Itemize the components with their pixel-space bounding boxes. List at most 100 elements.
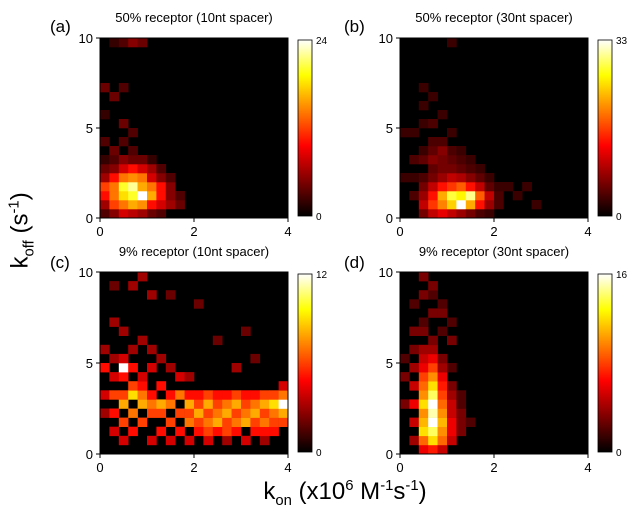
heatmap-cell [418,344,429,355]
heatmap-cell [428,381,438,391]
panel-label: (a) [50,17,71,36]
heatmap-cell [494,191,504,201]
heatmap-cell [447,146,457,156]
heatmap-cell [241,326,251,336]
heatmap-cell [418,435,429,446]
colorbar-max-label: 24 [316,36,328,47]
heatmap-cell [437,390,448,400]
heatmap-cell [418,182,429,192]
heatmap-cell [175,426,185,437]
heatmap-cell [447,38,457,48]
heatmap-cell [109,191,120,201]
heatmap-cell [128,281,138,291]
heatmap-cell [118,435,129,446]
heatmap-cell [194,390,204,400]
heatmap-cell [409,344,420,355]
heatmap-cell [137,173,148,183]
heatmap-cell [100,173,110,183]
y-tick-label: 5 [386,356,393,371]
heatmap-cell [147,200,157,210]
heatmap-cell [100,137,110,147]
x-tick-label: 4 [584,460,591,475]
heatmap-cell [212,426,223,437]
heatmap-cell [512,191,523,201]
heatmap-cell [118,191,129,201]
heatmap-cell [128,200,138,210]
heatmap-cell [241,408,251,418]
heatmap-cell [109,281,120,291]
heatmap-cell [259,399,270,409]
x-tick-label: 4 [584,224,591,239]
heatmap-cell [165,435,176,446]
heatmap-cell [128,128,138,138]
heatmap-cell [418,426,429,437]
heatmap-cell [118,372,129,382]
heatmap-cell [437,408,448,418]
heatmap-cell [231,390,242,400]
heatmap-cell [118,182,129,192]
y-tick-label: 5 [86,356,93,371]
heatmap-cell [128,191,138,201]
heatmap-cell [428,182,438,192]
panel-title: 9% receptor (10nt spacer) [119,244,269,259]
heatmap-cell [118,155,129,165]
heatmap-cell [147,209,157,219]
heatmap-cell [269,399,279,409]
colorbar-min-label: 0 [316,212,322,223]
heatmap-cell [456,408,467,418]
heatmap-cell [222,417,232,427]
heatmap-cell [475,209,485,219]
heatmap-cell [147,390,157,400]
heatmap-cell [100,182,110,192]
heatmap-cell [128,38,138,48]
heatmap-cell [184,372,195,382]
heatmap-cell [428,335,438,346]
heatmap-cell [128,381,138,391]
heatmap-cell [222,390,232,400]
heatmap-cell [437,191,448,201]
heatmap-cell [428,191,438,201]
heatmap-cell [437,164,448,174]
heatmap-panel-3: 0 2 4 0 5 10 (c) 9% receptor (10nt spacer) 12 0 [50,244,328,475]
heatmap-cell [109,146,120,156]
heatmap-cell [137,200,148,210]
heatmap-cell [137,417,148,427]
y-axis-label: koff (s-1) [6,191,38,269]
heatmap-cell [475,191,485,201]
heatmap-cell [278,381,289,391]
heatmap-cell [494,182,504,192]
heatmap-cell [465,173,476,183]
heatmap-cell [409,155,420,165]
heatmap-cell [100,155,110,165]
heatmap-cell [447,317,457,327]
heatmap-cell [409,191,420,201]
heatmap-cell [137,209,148,219]
heatmap-cell [418,146,429,156]
heatmap-cell [147,182,157,192]
colorbar-max-label: 33 [616,36,628,47]
heatmap-cell [428,399,438,409]
heatmap-cell [250,417,261,427]
heatmap-cell [400,173,410,183]
heatmap-cell [269,426,279,437]
heatmap-cell [484,182,495,192]
heatmap-cell [231,363,242,373]
heatmap-cell [259,417,270,427]
heatmap-cell [456,200,467,210]
heatmap-cell [118,363,129,373]
heatmap-cell [259,426,270,437]
heatmap-cell [118,390,129,400]
colorbar-max-label: 16 [616,270,628,281]
heatmap-cell [409,417,420,427]
heatmap-cell [409,173,420,183]
heatmap-cell [100,83,110,93]
heatmap-cell [418,209,429,219]
x-tick-label: 0 [396,460,403,475]
heatmap-cell [437,155,448,165]
heatmap-cell [222,435,232,446]
heatmap-cell [194,426,204,437]
heatmap-cell [447,128,457,138]
heatmap-cell [147,344,157,355]
heatmap-cell [447,335,457,346]
heatmap-cell [437,399,448,409]
